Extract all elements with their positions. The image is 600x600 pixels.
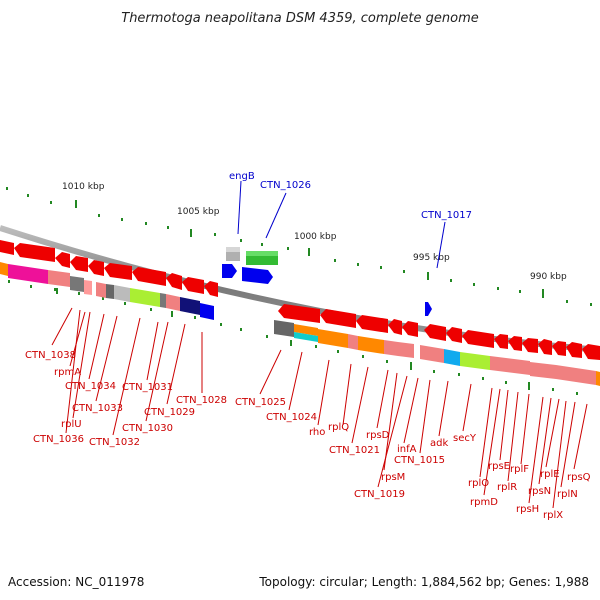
annotation-bars-right <box>274 320 600 386</box>
label-ctn-1034[interactable]: CTN_1034 <box>65 381 116 392</box>
label-rplX[interactable]: rplX <box>543 510 563 521</box>
annotation-bars-left <box>0 262 214 320</box>
leader-lines-top <box>237 180 446 269</box>
label-ctn-1026[interactable]: CTN_1026 <box>260 180 311 191</box>
gene-labels: CTN_1038 rpmA CTN_1034 CTN_1033 rplU CTN… <box>25 350 591 521</box>
label-engB[interactable]: engB <box>229 171 255 182</box>
label-infA[interactable]: infA <box>397 444 417 455</box>
label-ctn-1024[interactable]: CTN_1024 <box>266 412 317 423</box>
scale-label-1010: 1010 kbp <box>62 182 105 192</box>
forward-genes <box>222 247 432 316</box>
label-ctn-1021[interactable]: CTN_1021 <box>329 445 380 456</box>
label-ctn-1031[interactable]: CTN_1031 <box>122 382 173 393</box>
label-ctn-1025[interactable]: CTN_1025 <box>235 397 286 408</box>
scale-label-1000: 1000 kbp <box>294 232 337 242</box>
label-ctn-1038[interactable]: CTN_1038 <box>25 350 76 361</box>
label-ctn-1017[interactable]: CTN_1017 <box>421 210 472 221</box>
scale-label-1005: 1005 kbp <box>177 207 220 217</box>
scale-label-990: 990 kbp <box>530 272 567 282</box>
label-rpmA[interactable]: rpmA <box>54 367 81 378</box>
scale-label-995: 995 kbp <box>413 253 450 263</box>
gene-forward-1[interactable] <box>222 264 237 278</box>
label-rplO[interactable]: rplO <box>468 478 489 489</box>
label-secY[interactable]: secY <box>453 433 477 444</box>
label-rpsQ[interactable]: rpsQ <box>567 472 591 483</box>
scale-ticks <box>6 187 592 395</box>
label-rplE[interactable]: rplE <box>540 469 560 480</box>
reverse-genes-right <box>278 304 600 360</box>
label-ctn-1029[interactable]: CTN_1029 <box>144 407 195 418</box>
label-ctn-1033[interactable]: CTN_1033 <box>72 403 123 414</box>
label-rpmD[interactable]: rpmD <box>470 497 498 508</box>
accession-text: Accession: NC_011978 <box>8 575 144 589</box>
label-rplU[interactable]: rplU <box>61 419 82 430</box>
label-rpsD[interactable]: rpsD <box>366 430 390 441</box>
label-ctn-1015[interactable]: CTN_1015 <box>394 455 445 466</box>
map-title: Thermotoga neapolitana DSM 4359, complet… <box>121 11 479 26</box>
label-rpsH[interactable]: rpsH <box>516 504 539 515</box>
label-rpsE[interactable]: rpsE <box>488 461 510 472</box>
label-adk[interactable]: adk <box>430 438 448 449</box>
topology-text: Topology: circular; Length: 1,884,562 bp… <box>258 575 589 589</box>
gene-engB[interactable] <box>242 267 273 284</box>
label-rpsN[interactable]: rpsN <box>528 486 551 497</box>
reverse-genes-left <box>0 240 218 297</box>
label-rplN[interactable]: rplN <box>557 489 578 500</box>
label-ctn-1019[interactable]: CTN_1019 <box>354 489 405 500</box>
label-ctn-1032[interactable]: CTN_1032 <box>89 437 140 448</box>
label-ctn-1030[interactable]: CTN_1030 <box>122 423 173 434</box>
gene-forward-1017[interactable] <box>425 302 432 316</box>
label-rplQ[interactable]: rplQ <box>328 422 349 433</box>
label-ctn-1036[interactable]: CTN_1036 <box>33 434 84 445</box>
label-rplF[interactable]: rplF <box>510 464 529 475</box>
label-ctn-1028[interactable]: CTN_1028 <box>176 395 227 406</box>
label-rpsM[interactable]: rpsM <box>381 472 405 483</box>
label-rho[interactable]: rho <box>309 427 325 438</box>
label-rplR[interactable]: rplR <box>497 482 517 493</box>
leader-lines-bottom <box>51 307 588 509</box>
